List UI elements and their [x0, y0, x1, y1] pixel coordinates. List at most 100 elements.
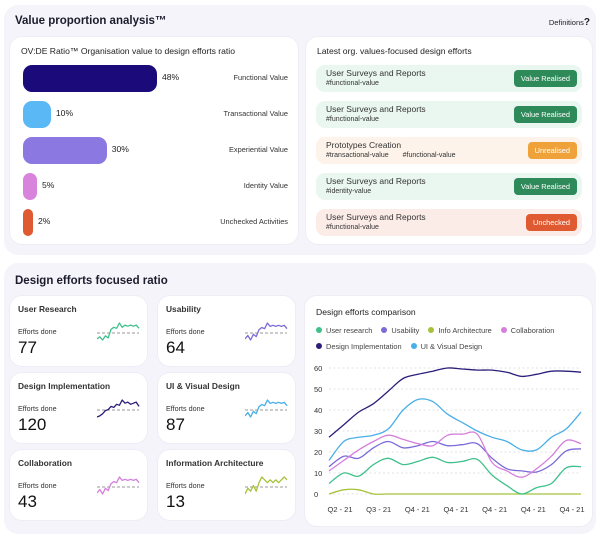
stat-value: 77 [18, 338, 37, 357]
definitions-link[interactable]: Definitions? [549, 17, 590, 28]
latest-efforts-title: Latest org. values-focused design effort… [317, 46, 472, 56]
legend-item[interactable]: Collaboration [500, 323, 554, 339]
stat-title: Collaboration [18, 458, 72, 468]
sparkline [245, 476, 288, 495]
sparkline-line [97, 399, 140, 418]
effort-item[interactable]: User Surveys and Reports #functional-valu… [316, 101, 582, 128]
series-line-ui-visual-design [328, 398, 582, 461]
legend-item[interactable]: Design Implementation [316, 339, 402, 355]
effort-tag[interactable]: #functional-value [402, 152, 456, 159]
sparkline [97, 476, 140, 495]
effort-tag[interactable]: #transactional-value [326, 152, 389, 159]
stat-title: UI & Visual Design [166, 381, 240, 391]
status-badge: Unrealised [527, 142, 577, 159]
stat-title: Design Implementation [18, 381, 111, 391]
legend-label: Info Architecture [438, 326, 492, 335]
definitions-label: Definitions [548, 18, 584, 27]
effort-title: User Surveys and Reports [326, 104, 426, 114]
help-question-icon: ? [583, 17, 590, 28]
ovde-row: 30% Experiential Value [23, 137, 288, 164]
stat-title: Usability [166, 304, 201, 314]
effort-tag[interactable]: #identity-value [326, 188, 372, 195]
stat-label: Efforts done [18, 327, 57, 336]
effort-title: Prototypes Creation [326, 140, 402, 150]
legend-dot-icon [316, 343, 322, 349]
legend-dot-icon [500, 327, 507, 333]
ovde-bar [23, 173, 37, 200]
stat-card[interactable]: UI & Visual Design Efforts done 87 [158, 373, 295, 443]
y-tick-label: 0 [314, 490, 318, 499]
effort-item[interactable]: User Surveys and Reports #functional-valu… [316, 65, 582, 92]
sparkline-line [97, 322, 140, 341]
ovde-percent: 2% [38, 216, 51, 226]
stat-card[interactable]: Design Implementation Efforts done 120 [10, 373, 147, 443]
stat-value: 13 [166, 492, 185, 511]
y-tick-label: 10 [314, 469, 322, 478]
status-badge: Value Realised [513, 70, 577, 87]
latest-efforts-card: Latest org. values-focused design effort… [306, 37, 592, 244]
stat-value: 87 [166, 415, 185, 434]
legend-item[interactable]: Usability [381, 323, 419, 339]
legend-label: Design Implementation [326, 342, 402, 351]
sparkline-line [97, 476, 140, 495]
ovde-percent: 10% [55, 108, 74, 118]
value-proportion-title: Value proportion analysis™ [15, 15, 167, 27]
ovde-percent: 48% [162, 72, 180, 82]
sparkline-line [245, 476, 288, 495]
stat-label: Efforts done [166, 481, 205, 490]
sparkline-line [245, 399, 288, 418]
ovde-bar [23, 101, 51, 128]
stat-card[interactable]: Usability Efforts done 64 [158, 296, 295, 366]
series-line-usability [328, 440, 582, 473]
effort-item[interactable]: User Surveys and Reports #functional-valu… [316, 209, 582, 236]
status-badge: Value Realised [513, 106, 577, 123]
legend-dot-icon [410, 343, 417, 349]
series-line-info-architecture [328, 488, 581, 495]
legend-item[interactable]: User research [316, 323, 372, 339]
effort-tag[interactable]: #functional-value [326, 80, 379, 87]
ovde-row: 2% Unchecked Activities [23, 209, 288, 236]
stat-card[interactable]: User Research Efforts done 77 [10, 296, 147, 366]
ovde-ratio-title: OV:DE Ratio™ Organisation value to desig… [21, 46, 235, 56]
ovde-ratio-card: OV:DE Ratio™ Organisation value to desig… [10, 37, 298, 244]
ovde-label: Identity Value [243, 181, 288, 190]
x-tick-label: Q4 - 21 [521, 505, 546, 514]
stat-card[interactable]: Information Architecture Efforts done 13 [158, 450, 295, 520]
comparison-line-chart: 0 10 20 30 40 50 60 Q2 - 21 Q3 - 21 Q4 - 21 Q4 - 2… [314, 364, 585, 514]
stat-label: Efforts done [166, 327, 205, 336]
effort-tags: #functional-value [326, 116, 393, 123]
sparkline [97, 322, 140, 341]
legend-label: User research [326, 326, 373, 335]
effort-item[interactable]: User Surveys and Reports #identity-value V… [316, 173, 582, 200]
sparkline [245, 399, 288, 418]
ovde-bar [23, 209, 33, 236]
ovde-label: Functional Value [233, 73, 288, 82]
ovde-row: 10% Transactional Value [23, 101, 288, 128]
chart-legend: User research Usability Info Architecture C… [316, 323, 586, 355]
stat-label: Efforts done [18, 481, 57, 490]
design-efforts-panel: Design efforts focused ratio User Resear… [4, 263, 596, 534]
y-tick-label: 40 [314, 406, 322, 415]
ovde-label: Transactional Value [223, 109, 289, 118]
status-badge: Value Realised [513, 178, 577, 195]
x-tick-label: Q4 - 21 [559, 505, 584, 514]
stat-card[interactable]: Collaboration Efforts done 43 [10, 450, 147, 520]
effort-item[interactable]: Prototypes Creation #transactional-value #… [316, 137, 582, 164]
x-tick-label: Q2 - 21 [327, 505, 352, 514]
effort-tags: #identity-value [326, 188, 385, 195]
ovde-percent: 30% [111, 144, 129, 154]
legend-item[interactable]: Info Architecture [428, 323, 492, 339]
series-line-collaboration [328, 431, 582, 478]
ovde-label: Unchecked Activities [220, 217, 288, 226]
effort-tag[interactable]: #functional-value [326, 224, 379, 231]
ovde-bar [23, 65, 157, 92]
comparison-title: Design efforts comparison [316, 307, 416, 317]
effort-tag[interactable]: #functional-value [326, 116, 379, 123]
effort-title: User Surveys and Reports [326, 68, 426, 78]
stat-value: 43 [18, 492, 37, 511]
sparkline [97, 399, 140, 418]
legend-dot-icon [381, 327, 388, 333]
legend-item[interactable]: UI & Visual Design [410, 339, 483, 355]
legend-label: UI & Visual Design [420, 342, 483, 351]
stat-label: Efforts done [166, 404, 205, 413]
